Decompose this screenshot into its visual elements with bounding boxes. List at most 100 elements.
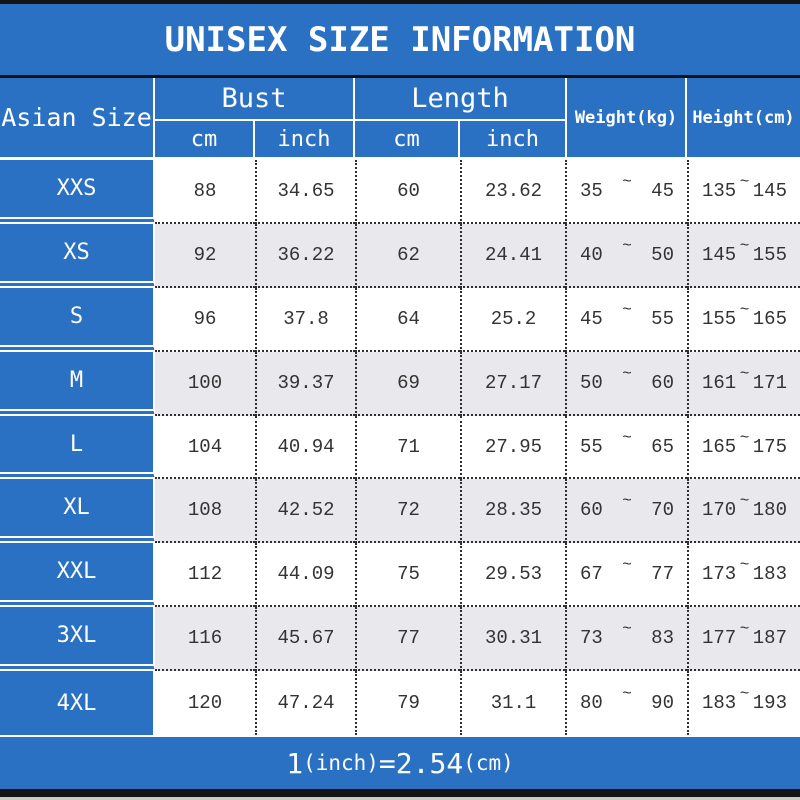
bust-cm-value: 92 — [155, 223, 255, 288]
bust-cm-value: 116 — [155, 607, 255, 672]
tilde-glyph: ~ — [739, 428, 750, 447]
tilde-glyph: ~ — [622, 556, 632, 575]
weight-max: 65 — [651, 435, 674, 458]
height-min: 145 — [702, 243, 737, 266]
table-row-l: L 104 40.94 71 27.95 55 ~65 165 ~175 — [0, 415, 800, 480]
table-row-xl: XL 108 42.52 72 28.35 60 ~70 170 ~180 — [0, 479, 800, 544]
weight-range: 40 ~50 — [565, 223, 687, 288]
bust-cm-value: 104 — [155, 415, 255, 480]
table-row-s: S 96 37.8 64 25.2 45 ~55 155 ~165 — [0, 287, 800, 352]
weight-max: 77 — [651, 563, 674, 586]
table-row-m: M 100 39.37 69 27.17 50 ~60 161 ~171 — [0, 351, 800, 416]
size-label: XL — [0, 479, 155, 544]
height-max: 193 — [752, 692, 787, 715]
header-length-inch: inch — [460, 121, 565, 160]
weight-min: 73 — [580, 627, 603, 650]
weight-range: 60 ~70 — [565, 479, 687, 544]
bust-cm-value: 120 — [155, 671, 255, 736]
conversion-note-part: =2.54 — [378, 746, 464, 780]
bust-inch-value: 34.65 — [255, 160, 355, 224]
height-min: 170 — [702, 499, 737, 522]
height-range: 145 ~155 — [687, 223, 800, 288]
weight-min: 45 — [580, 307, 603, 330]
tilde-glyph: ~ — [739, 685, 750, 704]
weight-max: 45 — [651, 179, 674, 202]
tilde-glyph: ~ — [739, 172, 750, 191]
height-min: 173 — [702, 563, 737, 586]
weight-min: 55 — [580, 435, 603, 458]
bust-cm-value: 100 — [155, 351, 255, 416]
bust-cm-value: 112 — [155, 543, 255, 608]
size-label: 3XL — [0, 607, 155, 672]
height-range: 183 ~193 — [687, 671, 800, 736]
weight-range: 55 ~65 — [565, 415, 687, 480]
weight-max: 50 — [651, 243, 674, 266]
weight-range: 73 ~83 — [565, 607, 687, 672]
bust-inch-value: 39.37 — [255, 351, 355, 416]
header-bust-cm: cm — [155, 121, 255, 160]
table-row-3xl: 3XL 116 45.67 77 30.31 73 ~83 177 ~187 — [0, 607, 800, 672]
height-range: 161 ~171 — [687, 351, 800, 416]
length-cm-value: 79 — [355, 671, 460, 736]
tilde-glyph: ~ — [622, 620, 632, 639]
bottom-gray-strip — [0, 797, 800, 800]
length-inch-value: 27.95 — [460, 415, 565, 480]
tilde-glyph: ~ — [622, 492, 632, 511]
size-label: L — [0, 415, 155, 480]
tilde-glyph: ~ — [622, 364, 632, 383]
conversion-note-part: (inch) — [303, 751, 379, 776]
weight-min: 80 — [580, 692, 603, 715]
bottom-black-bar — [0, 789, 800, 798]
height-min: 155 — [702, 307, 737, 330]
header-bust-group: Bust — [155, 78, 355, 121]
tilde-glyph: ~ — [622, 300, 632, 319]
tilde-glyph: ~ — [739, 364, 750, 383]
bust-inch-value: 42.52 — [255, 479, 355, 544]
height-range: 135 ~145 — [687, 160, 800, 224]
length-cm-value: 60 — [355, 160, 460, 224]
table-row-xxs: XXS 88 34.65 60 23.62 35 ~45 135 ~145 — [0, 160, 800, 224]
weight-range: 67 ~77 — [565, 543, 687, 608]
height-range: 177 ~187 — [687, 607, 800, 672]
height-min: 135 — [702, 179, 737, 202]
height-range: 155 ~165 — [687, 287, 800, 352]
header-weight: Weight(kg) — [565, 78, 687, 160]
conversion-note-part: 1 — [286, 746, 304, 780]
size-label: XXL — [0, 543, 155, 608]
height-max: 180 — [752, 499, 787, 522]
table-row-xs: XS 92 36.22 62 24.41 40 ~50 145 ~155 — [0, 223, 800, 288]
length-cm-value: 72 — [355, 479, 460, 544]
height-max: 183 — [752, 563, 787, 586]
tilde-glyph: ~ — [622, 685, 632, 704]
top-black-bar — [0, 0, 800, 4]
height-max: 165 — [752, 307, 787, 330]
tilde-glyph: ~ — [622, 172, 632, 191]
height-max: 175 — [752, 435, 787, 458]
size-label: XXS — [0, 160, 155, 224]
bust-inch-value: 44.09 — [255, 543, 355, 608]
tilde-glyph: ~ — [739, 556, 750, 575]
weight-min: 50 — [580, 371, 603, 394]
tilde-glyph: ~ — [739, 620, 750, 639]
weight-range: 35 ~45 — [565, 160, 687, 224]
table-row-xxl: XXL 112 44.09 75 29.53 67 ~77 173 ~183 — [0, 543, 800, 608]
bust-cm-value: 88 — [155, 160, 255, 224]
tilde-glyph: ~ — [739, 236, 750, 255]
weight-min: 67 — [580, 563, 603, 586]
length-inch-value: 28.35 — [460, 479, 565, 544]
header-asian-size: Asian Size — [0, 78, 155, 160]
length-inch-value: 25.2 — [460, 287, 565, 352]
bust-cm-value: 108 — [155, 479, 255, 544]
table-row-4xl: 4XL 120 47.24 79 31.1 80 ~90 183 ~193 — [0, 671, 800, 736]
weight-max: 55 — [651, 307, 674, 330]
weight-min: 40 — [580, 243, 603, 266]
title-banner: UNISEX SIZE INFORMATION — [0, 4, 800, 78]
height-min: 183 — [702, 692, 737, 715]
weight-range: 80 ~90 — [565, 671, 687, 736]
header-length-group: Length — [355, 78, 565, 121]
length-cm-value: 75 — [355, 543, 460, 608]
size-label: 4XL — [0, 671, 155, 736]
bust-inch-value: 36.22 — [255, 223, 355, 288]
bust-inch-value: 40.94 — [255, 415, 355, 480]
bust-inch-value: 47.24 — [255, 671, 355, 736]
